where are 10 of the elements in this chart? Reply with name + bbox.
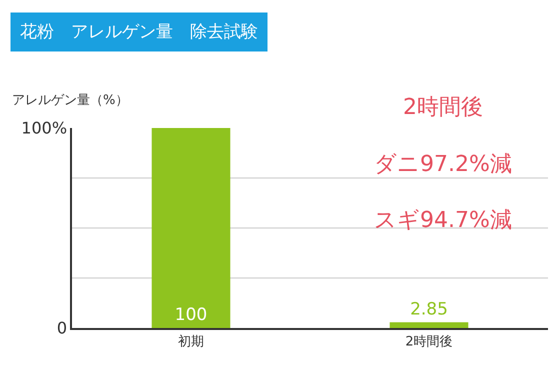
y-tick-label: 100%: [21, 118, 68, 138]
annotation: ダニ97.2%減: [374, 152, 512, 177]
data-label: 2.85: [410, 299, 448, 320]
text: 2時間後: [403, 95, 483, 120]
y-axis-title: アレルゲン量（%）: [12, 93, 128, 108]
x-tick-label: 初期: [178, 334, 204, 350]
annotation: スギ94.7%減: [374, 208, 512, 233]
y-tick-label: 0: [56, 318, 68, 338]
data-label: 100: [174, 305, 208, 325]
chart-title: 花粉 アレルゲン量 除去試験: [20, 22, 258, 42]
